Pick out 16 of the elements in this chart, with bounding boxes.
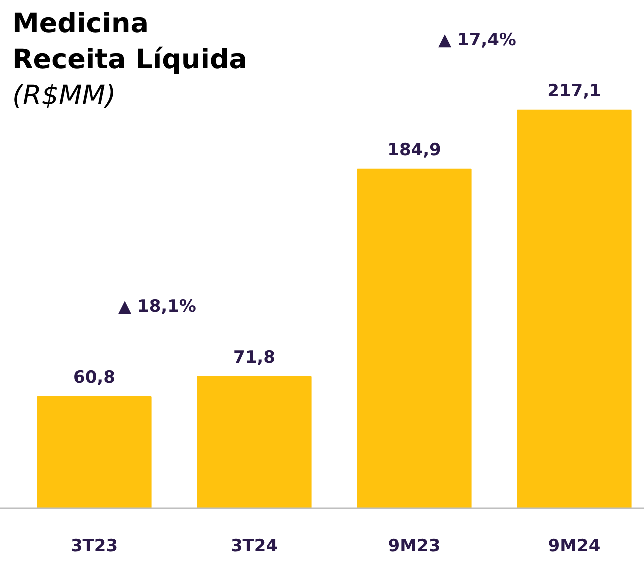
x-tick-label: 9M23 [388, 536, 441, 556]
data-label: 184,9 [388, 140, 442, 160]
bar [517, 110, 632, 508]
x-tick-label: 9M24 [548, 536, 601, 556]
annotation: ▲ 18,1% [118, 296, 196, 317]
text: ▲ 17,4% [438, 30, 516, 50]
x-tick-label: 3T24 [230, 536, 278, 556]
bar [357, 168, 472, 508]
data-label: 71,8 [234, 348, 276, 368]
data-label: 60,8 [74, 368, 116, 388]
bar [37, 396, 152, 508]
chart-subtitle: (R$MM) [12, 80, 116, 112]
chart-title: Medicina Receita Líquida [12, 8, 248, 76]
data-label: 217,1 [548, 81, 602, 102]
x-tick-label: 3T23 [70, 536, 118, 556]
bar [197, 376, 312, 508]
